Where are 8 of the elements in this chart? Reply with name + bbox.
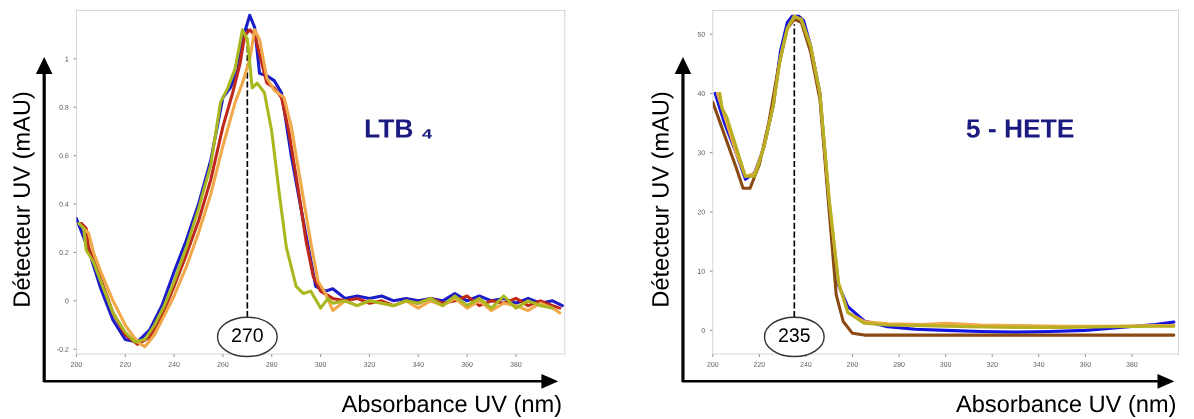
text: 5 - HETE — [966, 119, 1074, 138]
text: LTB ₄ — [365, 119, 433, 139]
ref-line-label: 270 — [232, 328, 263, 343]
y-axis-title: Détecteur UV (mAU) — [651, 92, 674, 306]
x-axis-title: Absorbance UV (nm) — [341, 394, 561, 417]
ref-line-label: 235 — [779, 328, 810, 343]
x-axis-title: Absorbance UV (nm) — [956, 394, 1175, 417]
y-axis-title: Détecteur UV (mAU) — [12, 92, 35, 306]
